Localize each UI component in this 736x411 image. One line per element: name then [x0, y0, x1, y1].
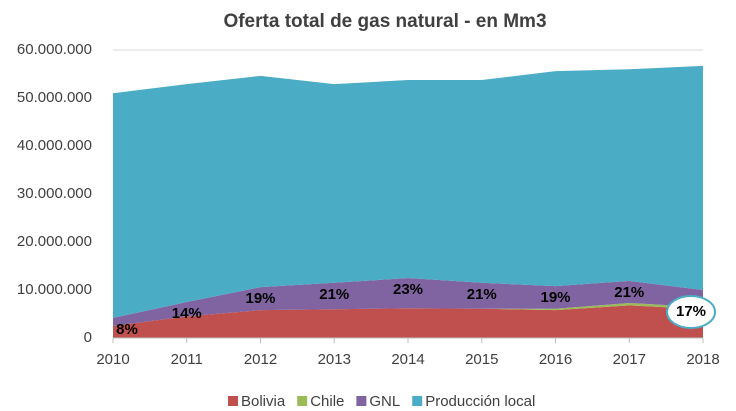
legend-label: Bolivia — [241, 393, 286, 410]
x-tick-label: 2014 — [391, 351, 424, 368]
share-label: 21% — [319, 286, 349, 303]
share-label: 17% — [676, 303, 706, 320]
y-tick-label: 30.000.000 — [17, 185, 92, 202]
share-label: 19% — [540, 289, 570, 306]
x-tick-label: 2015 — [465, 351, 498, 368]
area — [113, 278, 703, 326]
legend-label: Chile — [310, 393, 344, 410]
y-tick-label: 40.000.000 — [17, 137, 92, 154]
share-label: 19% — [245, 290, 275, 307]
share-label: 21% — [467, 286, 497, 303]
y-tick-label: 0 — [84, 329, 92, 346]
x-tick-label: 2012 — [244, 351, 277, 368]
highlight-circle — [666, 295, 716, 329]
y-tick-label: 10.000.000 — [17, 281, 92, 298]
legend-swatch — [412, 396, 423, 406]
share-label: 23% — [393, 281, 423, 298]
x-tick-label: 2010 — [96, 351, 129, 368]
x-tick-label: 2013 — [318, 351, 351, 368]
legend-swatch — [297, 396, 308, 406]
legend-label: Producción local — [425, 393, 535, 410]
y-tick-label: 20.000.000 — [17, 233, 92, 250]
x-tick-label: 2018 — [686, 351, 719, 368]
x-tick-label: 2011 — [171, 351, 203, 368]
share-label: 14% — [172, 305, 202, 322]
y-tick-label: 60.000.000 — [17, 41, 92, 58]
y-tick-label: 50.000.000 — [17, 89, 92, 106]
legend-swatch — [356, 396, 367, 406]
legend-label: GNL — [369, 393, 400, 410]
share-label: 21% — [614, 284, 644, 301]
x-tick-label: 2016 — [539, 351, 572, 368]
x-tick-label: 2017 — [613, 351, 646, 368]
legend-swatch — [228, 396, 238, 406]
area — [113, 305, 703, 338]
share-label: 8% — [116, 321, 138, 338]
area — [113, 65, 703, 318]
chart-title: Oferta total de gas natural - en Mm3 — [223, 11, 546, 32]
